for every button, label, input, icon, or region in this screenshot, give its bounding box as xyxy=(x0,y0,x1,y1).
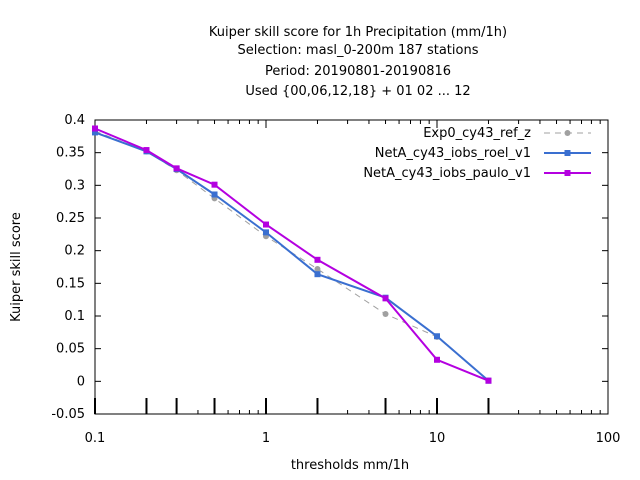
data-point xyxy=(143,147,150,154)
chart-title-line-2: Selection: masl_0-200m 187 stations xyxy=(238,43,479,58)
threshold-markers xyxy=(94,398,490,414)
x-tick-label: 1 xyxy=(262,431,270,446)
axis-ticks: -0.05 0 0.05 0.1 0.15 0.2 0.25 0.3 0.35 0.4 0.1 1 10… xyxy=(51,113,620,446)
data-point xyxy=(211,191,218,198)
data-point xyxy=(314,271,321,278)
data-point xyxy=(485,377,492,384)
chart-title-line-1: Kuiper skill score for 1h Precipitation … xyxy=(209,25,507,40)
series-layer xyxy=(92,125,492,384)
legend-marker xyxy=(564,150,571,156)
x-tick-label: 0.1 xyxy=(85,431,106,446)
x-axis-label: thresholds mm/1h xyxy=(291,458,409,473)
data-point xyxy=(263,221,269,228)
chart-title-line-3: Period: 20190801-20190816 xyxy=(265,64,451,79)
legend-marker xyxy=(564,130,571,136)
y-tick-label: 0.4 xyxy=(64,113,85,128)
chart-title-line-4: Used {00,06,12,18} + 01 02 ... 12 xyxy=(245,84,470,99)
data-point xyxy=(382,311,389,318)
data-point xyxy=(92,129,98,136)
y-axis-label: Kuiper skill score xyxy=(9,212,24,322)
y-tick-label: 0.25 xyxy=(56,211,85,226)
data-point xyxy=(434,333,440,340)
y-tick-label: 0 xyxy=(77,374,85,389)
plot-frame xyxy=(94,119,609,415)
y-tick-label: 0.3 xyxy=(64,178,85,193)
data-point xyxy=(434,356,440,363)
y-tick-label: -0.05 xyxy=(51,407,85,422)
legend: Exp0_cy43_ref_z NetA_cy43_iobs_roel_v1 Net… xyxy=(363,126,591,181)
data-point xyxy=(314,256,321,263)
y-tick-label: 0.15 xyxy=(56,276,85,291)
data-point xyxy=(263,229,269,236)
data-point xyxy=(211,181,218,188)
y-tick-label: 0.05 xyxy=(56,342,85,357)
x-tick-label: 100 xyxy=(596,431,621,446)
y-tick-label: 0.35 xyxy=(56,146,85,161)
data-point xyxy=(92,125,98,132)
x-tick-label: 10 xyxy=(429,431,446,446)
data-point xyxy=(382,295,389,302)
y-tick-label: 0.2 xyxy=(64,244,85,259)
data-point xyxy=(173,165,180,172)
series-3 xyxy=(92,125,492,384)
legend-marker xyxy=(564,170,571,176)
legend-label-2: NetA_cy43_iobs_roel_v1 xyxy=(375,146,531,161)
legend-label-1: Exp0_cy43_ref_z xyxy=(423,126,531,141)
data-point xyxy=(314,265,321,272)
legend-label-3: NetA_cy43_iobs_paulo_v1 xyxy=(363,166,531,181)
y-tick-label: 0.1 xyxy=(64,309,85,324)
